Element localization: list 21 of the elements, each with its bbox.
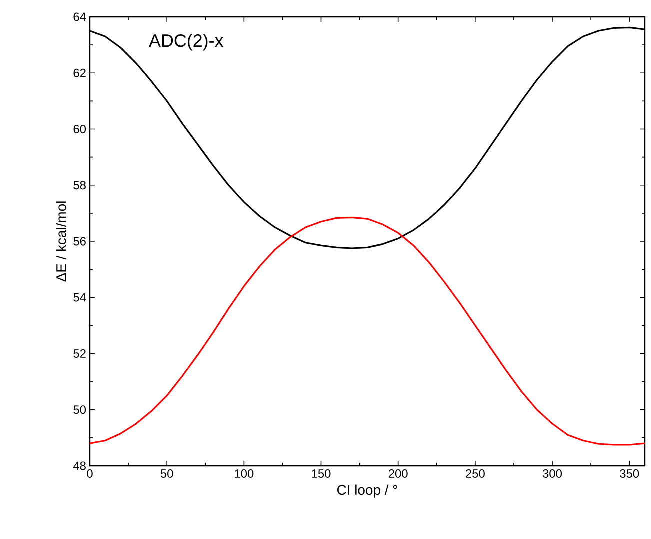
x-tick-label: 50 <box>160 470 174 478</box>
y-tick-label: 62 <box>74 68 86 78</box>
x-tick-label: 350 <box>620 470 640 478</box>
x-tick-label: 250 <box>466 470 485 478</box>
x-axis-title: CI loop / ° <box>338 484 398 498</box>
x-tick-label: 200 <box>388 470 408 478</box>
x-tick-label: 300 <box>542 470 562 478</box>
x-tick-label: 0 <box>87 470 93 478</box>
y-tick-label: 64 <box>74 12 86 22</box>
line-series <box>89 216 646 446</box>
y-tick-label: 50 <box>74 406 86 414</box>
annotation: ADC(2)-x <box>149 34 224 51</box>
y-tick-label: 54 <box>74 293 86 302</box>
y-tick-label: 48 <box>73 462 86 470</box>
x-tick-label: 100 <box>235 470 254 478</box>
y-tick-label: 56 <box>74 237 86 246</box>
y-axis-title: ΔE / kcal/mol <box>56 202 66 282</box>
y-tick-label: 58 <box>74 181 86 190</box>
x-tick-label: 150 <box>312 470 331 478</box>
y-tick-label: 52 <box>74 350 86 358</box>
y-tick-label: 60 <box>74 125 86 134</box>
